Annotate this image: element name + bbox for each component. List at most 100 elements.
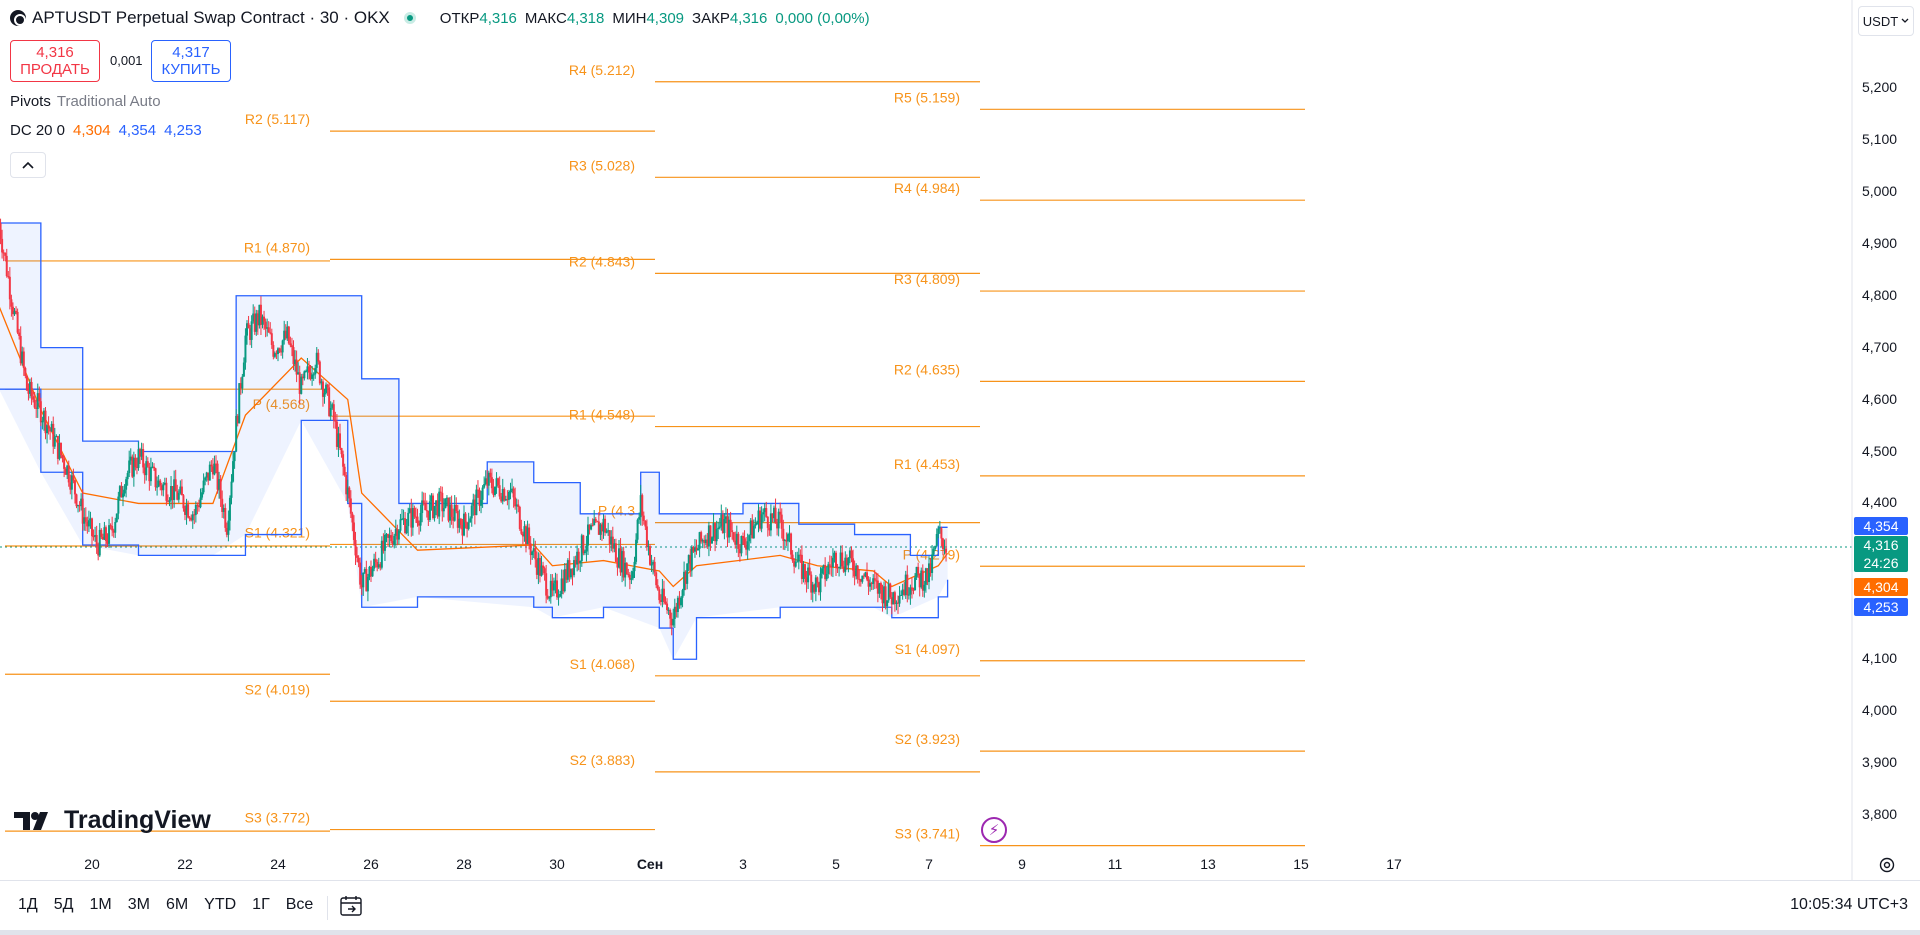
timeframe-5d-button[interactable]: 5Д — [53, 896, 74, 913]
candle-body — [473, 499, 476, 516]
candle-body — [126, 473, 129, 480]
candle-body — [864, 572, 867, 577]
candle-body — [889, 583, 892, 598]
candle-body — [943, 548, 946, 550]
candle-body — [103, 527, 106, 540]
symbol-title[interactable]: APTUSDT Perpetual Swap Contract · 30 · O… — [32, 8, 390, 27]
market-status-icon[interactable] — [403, 12, 416, 24]
donchian-lower-line[interactable] — [0, 388, 949, 660]
candle-body — [270, 333, 273, 345]
candle-body — [808, 567, 811, 575]
timeframe-1d-button[interactable]: 1Д — [18, 896, 38, 913]
candle-body — [515, 504, 518, 507]
candle-body — [616, 561, 619, 568]
sell-button[interactable]: 4,316 ПРОДАТЬ — [10, 40, 100, 82]
candle-body — [828, 564, 831, 566]
candle-body — [5, 255, 8, 277]
candle-body — [779, 511, 782, 515]
candle-body — [707, 525, 710, 547]
candle-body — [876, 580, 879, 594]
collapse-legend-button[interactable] — [10, 152, 46, 178]
candle-body — [912, 589, 915, 591]
candle-body — [669, 609, 672, 619]
tradingview-watermark[interactable]: TradingView — [14, 806, 211, 835]
chart-area[interactable]: R2 (5.117) R1 (4.870) P (4.568) S1 (4.321) S… — [0, 0, 1920, 880]
candle-body — [469, 518, 472, 523]
candle-body — [349, 498, 352, 514]
pivots-legend[interactable]: Pivots Traditional Auto — [10, 93, 161, 110]
candle-body — [559, 594, 562, 597]
candle-body — [652, 561, 655, 565]
donchian-legend[interactable]: DC 20 0 4,304 4,354 4,253 — [10, 122, 202, 139]
timeframe-1m-button[interactable]: 1М — [89, 896, 112, 913]
buy-button[interactable]: 4,317 КУПИТЬ — [151, 40, 231, 82]
candle-body — [269, 332, 272, 334]
candle-body — [100, 529, 103, 537]
candle-body — [450, 504, 453, 518]
currency-select[interactable]: USDT — [1858, 6, 1914, 36]
pivot-label-s3: S3 (3.772) — [245, 810, 310, 826]
candle-body — [498, 485, 501, 497]
candle-body — [464, 513, 467, 523]
candle-body — [745, 545, 748, 550]
candle-body — [259, 304, 262, 325]
candle-body — [318, 361, 321, 384]
candle-body — [227, 520, 230, 535]
timeframe-6m-button[interactable]: 6М — [165, 896, 189, 913]
candle-body — [131, 456, 134, 477]
candle-body — [599, 524, 602, 535]
timeframe-ytd-button[interactable]: YTD — [204, 896, 237, 913]
buy-price: 4,317 — [172, 44, 210, 61]
candle-body — [548, 597, 551, 599]
timeframe-all-button[interactable]: Все — [285, 896, 314, 913]
candle-body — [84, 517, 87, 522]
candle-body — [568, 560, 571, 578]
pivot-label-p: P (4.568) — [253, 396, 310, 412]
candle-body — [824, 565, 827, 580]
candle-body — [698, 532, 701, 549]
candle-body — [255, 313, 258, 332]
candle-body — [459, 518, 462, 525]
candle-body — [700, 532, 703, 542]
candle-body — [22, 351, 25, 369]
time-axis-label: 22 — [177, 856, 193, 872]
candle-body — [931, 554, 934, 574]
candle-body — [376, 562, 379, 568]
candle-body — [241, 376, 244, 389]
chart-settings-icon[interactable] — [1876, 854, 1898, 876]
timeframe-3m-button[interactable]: 3М — [127, 896, 150, 913]
candle-body — [159, 480, 162, 486]
candle-body — [872, 578, 875, 584]
high-label: МАКС — [524, 9, 567, 27]
candle-body — [915, 566, 918, 578]
candle-body — [326, 384, 329, 388]
candle-body — [157, 480, 160, 487]
candle-body — [658, 589, 661, 601]
chart-canvas[interactable]: R2 (5.117) R1 (4.870) P (4.568) S1 (4.321) S… — [0, 0, 1920, 880]
candle-body — [377, 564, 380, 568]
symbol-legend[interactable]: APTUSDT Perpetual Swap Contract · 30 · O… — [10, 8, 870, 28]
goto-date-button[interactable] — [334, 891, 368, 921]
candle-body — [898, 595, 901, 604]
lightning-icon[interactable]: ⚡ — [981, 817, 1007, 843]
candle-body — [610, 536, 613, 545]
timeframe-1y-button[interactable]: 1Г — [252, 896, 270, 913]
candle-body — [529, 543, 532, 556]
candle-body — [794, 561, 797, 567]
candle-body — [921, 570, 924, 591]
candle-body — [785, 540, 788, 542]
candle-body — [142, 449, 145, 468]
candle-body — [571, 568, 574, 576]
candle-body — [230, 481, 233, 498]
price-axis-label: 5,100 — [1862, 130, 1898, 147]
candle-body — [236, 415, 239, 424]
candle-body — [242, 362, 245, 377]
candle-body — [562, 578, 565, 592]
candle-body — [396, 529, 399, 540]
candle-body — [642, 515, 645, 521]
candle-body — [774, 507, 777, 524]
candle-body — [439, 491, 442, 493]
clock-timezone[interactable]: 10:05:34 UTC+3 — [1790, 896, 1908, 913]
candle-body — [847, 557, 850, 566]
price-axis-label: 4,700 — [1862, 338, 1898, 355]
